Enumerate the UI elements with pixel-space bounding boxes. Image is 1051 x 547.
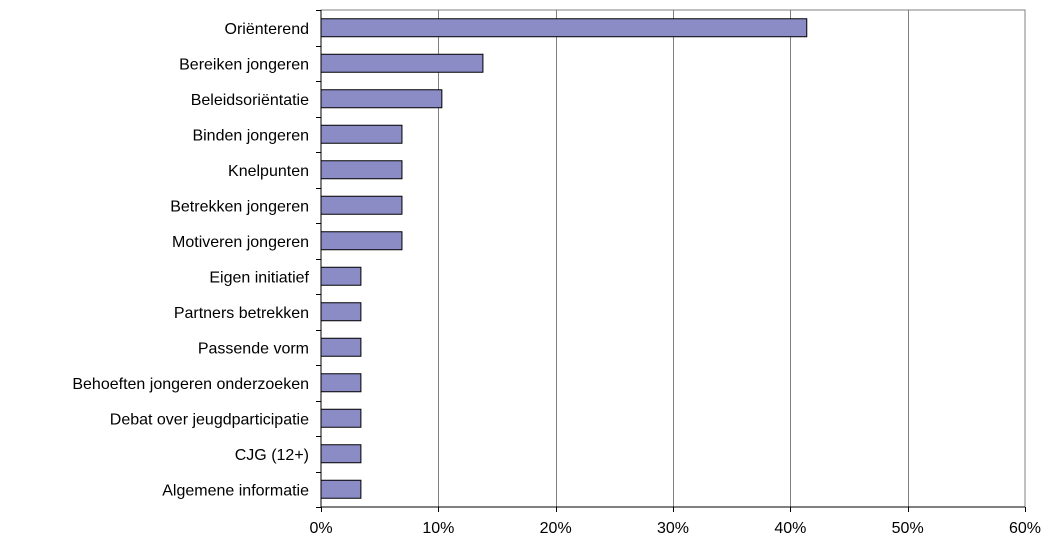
category-label: Algemene informatie — [162, 482, 309, 499]
bar — [320, 124, 403, 144]
bar — [320, 89, 443, 109]
category-label: Betrekken jongeren — [170, 198, 309, 215]
category-label: Partners betrekken — [174, 305, 309, 322]
category-label: Oriënterend — [225, 21, 310, 38]
bar — [320, 408, 362, 428]
bar — [320, 373, 362, 393]
category-label: Behoeften jongeren onderzoeken — [72, 376, 309, 393]
category-label: Debat over jeugdparticipatie — [110, 411, 309, 428]
bar — [320, 337, 362, 357]
x-tick-label: 20% — [540, 520, 572, 537]
category-label: Bereiken jongeren — [179, 56, 309, 73]
bar — [320, 266, 362, 286]
category-label: Passende vorm — [198, 340, 309, 357]
bar — [320, 479, 362, 499]
bar — [320, 302, 362, 322]
category-label: Knelpunten — [228, 163, 309, 180]
bar — [320, 160, 403, 180]
category-label: CJG (12+) — [235, 447, 309, 464]
x-tick-label: 60% — [1009, 520, 1041, 537]
x-tick-label: 10% — [422, 520, 454, 537]
category-labels: Oriënterend Bereiken jongeren Beleidsoriën… — [72, 21, 309, 500]
axis-ticks — [316, 10, 1026, 512]
x-tick-label: 30% — [657, 520, 689, 537]
bar — [320, 195, 403, 215]
category-label: Binden jongeren — [192, 127, 309, 144]
bar — [320, 444, 362, 464]
x-tick-label: 40% — [774, 520, 806, 537]
bar — [320, 53, 484, 73]
category-label: Beleidsoriëntatie — [191, 92, 309, 109]
category-label: Motiveren jongeren — [172, 234, 309, 251]
x-tick-label: 50% — [892, 520, 924, 537]
bar — [320, 18, 808, 38]
x-tick-labels: 0% 10% 20% 30% 40% 50% 60% — [309, 520, 1041, 537]
category-label: Eigen initiatief — [209, 269, 309, 286]
bar — [320, 231, 403, 251]
x-tick-label: 0% — [309, 520, 332, 537]
